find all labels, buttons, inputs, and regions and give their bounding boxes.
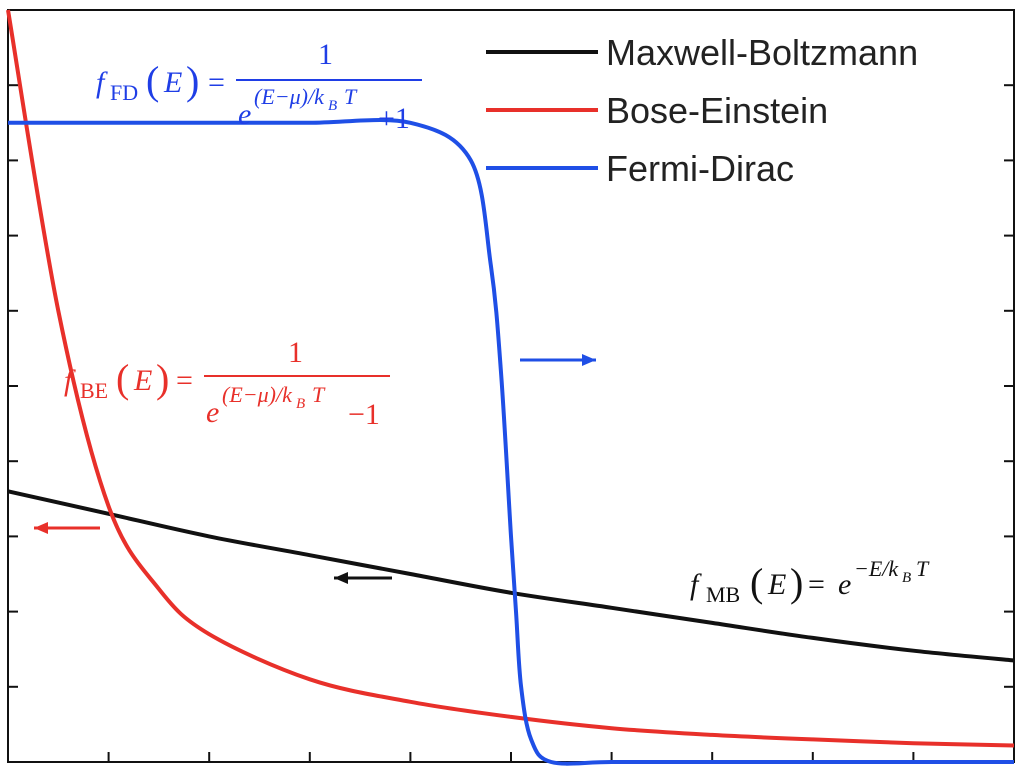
direction-arrows <box>34 354 596 584</box>
fd-base: e <box>238 98 251 131</box>
axis-ticks <box>8 84 1014 762</box>
fd-eq: = <box>208 66 225 99</box>
fd-lparen: ( <box>146 58 159 103</box>
be-exp: (E−μ)/k <box>222 382 293 407</box>
fd-rparen: ) <box>186 58 199 103</box>
legend-label-maxwell-boltzmann: Maxwell-Boltzmann <box>606 32 918 73</box>
be-numerator: 1 <box>288 336 303 369</box>
be-equation: f BE ( E ) = 1 e (E−μ)/k B T −1 <box>64 336 390 431</box>
legend-label-bose-einstein: Bose-Einstein <box>606 90 828 131</box>
be-den-tail: −1 <box>348 398 380 431</box>
maxwell-boltzmann-arrow-head <box>334 572 348 584</box>
fd-exp-sub: B <box>328 98 337 114</box>
be-base: e <box>206 396 219 429</box>
fd-equation: f FD ( E ) = 1 e (E−μ)/k B T +1 <box>96 38 422 135</box>
legend: Maxwell-Boltzmann Bose-Einstein Fermi-Dira… <box>486 32 918 189</box>
mb-exp-tail: T <box>916 556 930 581</box>
legend-label-fermi-dirac: Fermi-Dirac <box>606 148 794 189</box>
fd-sub: FD <box>110 80 138 105</box>
mb-exp: −E/k <box>854 556 899 581</box>
bose-einstein-arrow-head <box>34 522 48 534</box>
be-exp-sub: B <box>296 396 305 412</box>
mb-lparen: ( <box>750 560 763 605</box>
fermi-dirac-arrow-head <box>582 354 596 366</box>
be-arg: E <box>133 364 152 397</box>
mb-arg: E <box>767 568 786 601</box>
fd-arg: E <box>163 66 182 99</box>
mb-exp-sub: B <box>902 570 911 586</box>
be-rparen: ) <box>156 356 169 401</box>
mb-eq: = <box>808 568 825 601</box>
fd-den-tail: +1 <box>378 102 410 135</box>
bose-einstein-curve <box>6 9 1015 748</box>
fd-f: f <box>96 66 108 99</box>
mb-f: f <box>690 568 702 601</box>
curves <box>6 9 1015 766</box>
be-sub: BE <box>80 378 108 403</box>
fd-exp: (E−μ)/k <box>254 84 325 109</box>
fermi-dirac-curve <box>7 118 1014 766</box>
be-eq: = <box>176 364 193 397</box>
mb-sub: MB <box>706 582 740 607</box>
be-exp-tail: T <box>312 382 326 407</box>
mb-base: e <box>838 568 851 601</box>
fd-numerator: 1 <box>318 38 333 71</box>
mb-equation: f MB ( E ) = e −E/k B T <box>690 556 930 607</box>
fd-exp-tail: T <box>344 84 358 109</box>
mb-rparen: ) <box>790 560 803 605</box>
maxwell-boltzmann-curve <box>7 489 1015 663</box>
be-lparen: ( <box>116 356 129 401</box>
